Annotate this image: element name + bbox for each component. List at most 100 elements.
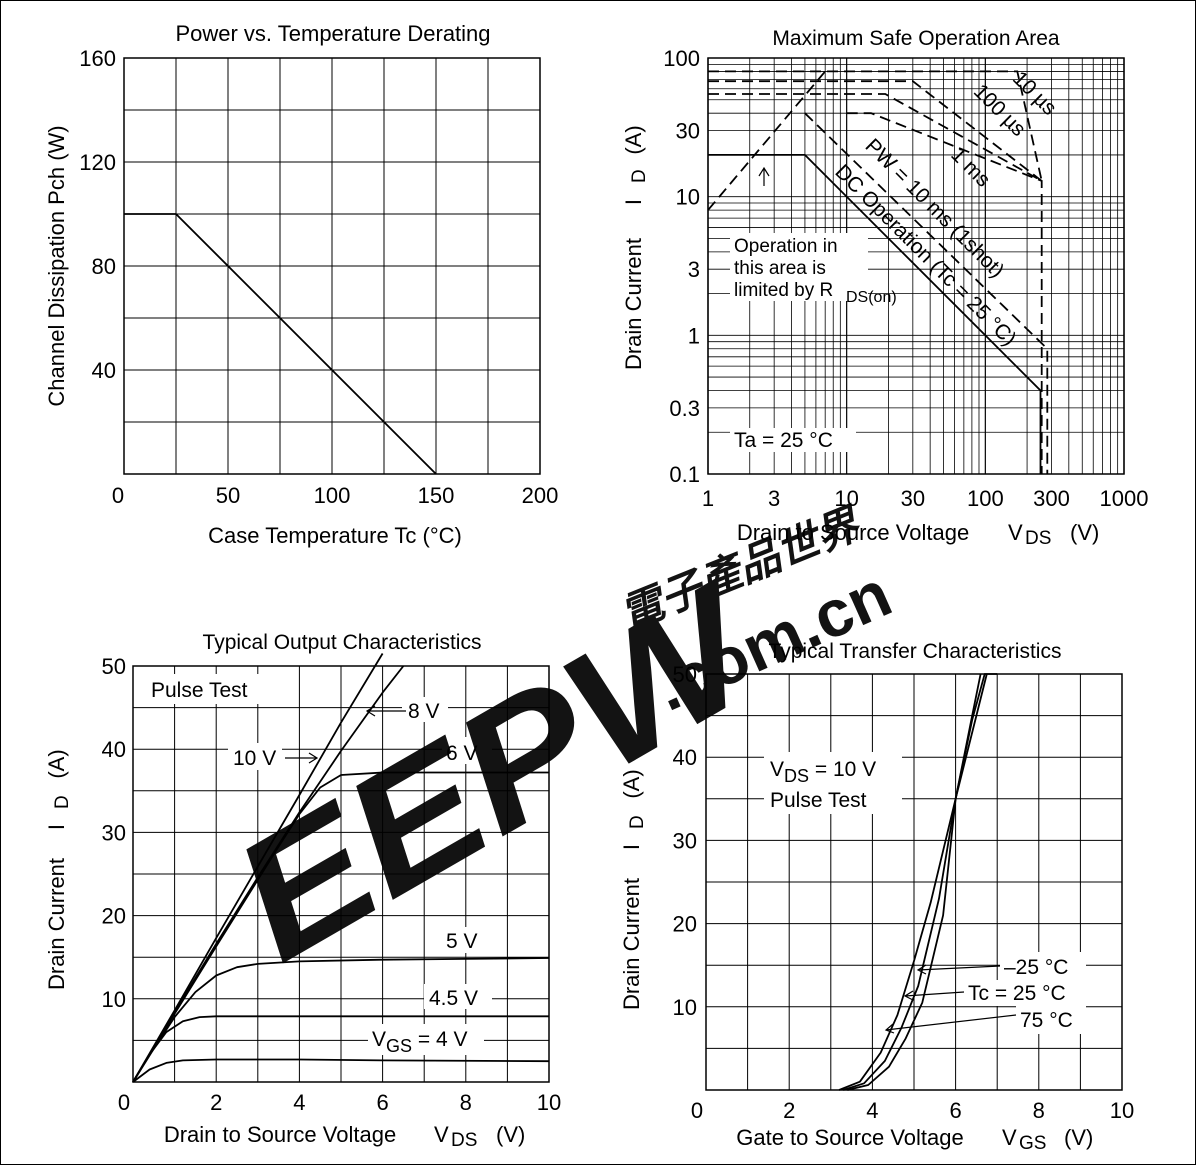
- plot-frame: [707, 57, 1125, 475]
- label-mask: [1000, 952, 1086, 980]
- y-tick-label: 10: [673, 995, 697, 1020]
- annotation-text: Operation in: [734, 236, 838, 257]
- transfer-curve: [847, 673, 998, 1091]
- y-tick-label: 30: [673, 828, 697, 853]
- annotation-text: limited by R: [734, 280, 833, 301]
- x-tick-label: 10: [834, 486, 858, 511]
- curve-label-25c: Tc = 25 °C: [968, 982, 1066, 1005]
- y-axis-subscript: D: [627, 815, 648, 829]
- x-axis-unit: (V): [1070, 520, 1099, 545]
- curve-label-75c: 75 °C: [1020, 1009, 1073, 1032]
- x-tick-label: 0: [112, 483, 124, 508]
- x-tick-label: 100: [314, 483, 351, 508]
- curve-label-minus25c: –25 °C: [1004, 956, 1068, 979]
- x-tick-label: 10: [537, 1090, 561, 1115]
- curve-label-vgs-4v: VGS = 4 V: [372, 1028, 467, 1056]
- x-axis-symbol: V: [1008, 520, 1023, 545]
- pulse-test-label: Pulse Test: [770, 789, 867, 812]
- y-tick-label: 0.3: [669, 396, 700, 421]
- annotation-text: this area is: [734, 258, 826, 279]
- x-axis-unit: (V): [496, 1122, 525, 1147]
- x-axis-unit: (V): [1064, 1125, 1093, 1150]
- x-tick-label: 10: [1110, 1098, 1134, 1123]
- x-tick-label: 1000: [1100, 486, 1149, 511]
- y-tick-label: 50: [673, 662, 697, 687]
- curve-label-5v: 5 V: [446, 930, 478, 953]
- label-mask: [1016, 1006, 1086, 1034]
- label-arrow-8v: [365, 705, 406, 717]
- x-tick-label: 4: [866, 1098, 878, 1123]
- chart-output-characteristics: Pulse Test 8 V 10 V 6 V 5 V 4.5 V VGS = 4 V 0 2 4…: [44, 631, 561, 1151]
- transfer-curve: [843, 673, 988, 1091]
- pulse-test-label: Pulse Test: [151, 679, 248, 702]
- curve-label-10v: 10 V: [233, 747, 276, 770]
- leader-25: [903, 990, 965, 1001]
- y-tick-label: 10: [676, 185, 700, 210]
- soa-limit-line: [708, 154, 1042, 474]
- soa-limit-line: [708, 70, 1043, 182]
- x-tick-label: 1: [702, 486, 714, 511]
- x-axis-subscript: DS: [451, 1130, 477, 1151]
- x-tick-label: 150: [418, 483, 455, 508]
- y-axis-symbol: I: [621, 199, 646, 205]
- x-axis-symbol: V: [1002, 1125, 1017, 1150]
- y-tick-label: 40: [673, 745, 697, 770]
- leader-75: [884, 1014, 1017, 1034]
- y-axis-subscript: D: [52, 795, 73, 809]
- plot-frame: [123, 57, 541, 475]
- chart-title: Typical Transfer Characteristics: [769, 640, 1062, 663]
- label-mask: [442, 737, 492, 764]
- x-tick-label: 8: [460, 1090, 472, 1115]
- y-tick-label: 3: [688, 257, 700, 282]
- y-tick-label: 20: [673, 912, 697, 937]
- derating-curve: [124, 213, 437, 475]
- output-curve: [132, 957, 550, 1083]
- output-curve: [132, 771, 549, 1083]
- y-axis-label: Drain Current: [44, 858, 69, 990]
- y-tick-label: 100: [663, 46, 700, 71]
- x-tick-label: 200: [522, 483, 559, 508]
- x-tick-label: 100: [967, 486, 1004, 511]
- y-axis-unit: (A): [619, 769, 644, 798]
- y-axis-label: Drain Current: [619, 878, 644, 1010]
- output-curve: [132, 1015, 549, 1083]
- y-axis-label: Channel Dissipation Pch (W): [44, 125, 69, 406]
- label-mask: [730, 233, 868, 301]
- x-axis-label: Drain to Source Voltage: [737, 520, 969, 545]
- x-axis-subscript: DS: [1025, 528, 1051, 549]
- y-tick-label: 120: [79, 150, 116, 175]
- x-tick-label: 50: [216, 483, 240, 508]
- y-tick-label: 10: [102, 987, 126, 1012]
- y-axis-label: Drain Current: [621, 238, 646, 370]
- x-axis-label: Gate to Source Voltage: [736, 1125, 964, 1150]
- y-tick-label: 40: [102, 737, 126, 762]
- x-tick-label: 0: [118, 1090, 130, 1115]
- y-tick-label: 1: [688, 323, 700, 348]
- chart-transfer-characteristics: VDS = 10 V Pulse Test –25 °C Tc = 25 °C 75 °…: [619, 640, 1134, 1154]
- label-mask: [962, 980, 1086, 1006]
- x-tick-label: 6: [376, 1090, 388, 1115]
- y-tick-label: 160: [79, 46, 116, 71]
- soa-limit-line: [804, 112, 1049, 474]
- x-tick-label: 8: [1033, 1098, 1045, 1123]
- x-tick-label: 2: [783, 1098, 795, 1123]
- y-axis-symbol: I: [619, 844, 644, 850]
- soa-limit-line: [707, 70, 826, 211]
- rdson-arrow: [758, 166, 770, 186]
- x-axis-label: Case Temperature Tc (°C): [208, 523, 462, 548]
- x-tick-label: 30: [901, 486, 925, 511]
- y-axis-unit: (A): [44, 749, 69, 778]
- chart-derating: Power vs. Temperature Derating 0 50 100 150 2…: [44, 21, 558, 548]
- y-axis-unit: (A): [621, 125, 646, 154]
- plot-frame: [705, 673, 1123, 1091]
- y-tick-label: 40: [92, 358, 116, 383]
- x-axis-label: Drain to Source Voltage: [164, 1122, 396, 1147]
- vds-condition-label: VDS = 10 V: [770, 758, 876, 786]
- y-tick-label: 20: [102, 904, 126, 929]
- soa-limit-line: [708, 93, 1043, 182]
- output-curve: [132, 1058, 550, 1083]
